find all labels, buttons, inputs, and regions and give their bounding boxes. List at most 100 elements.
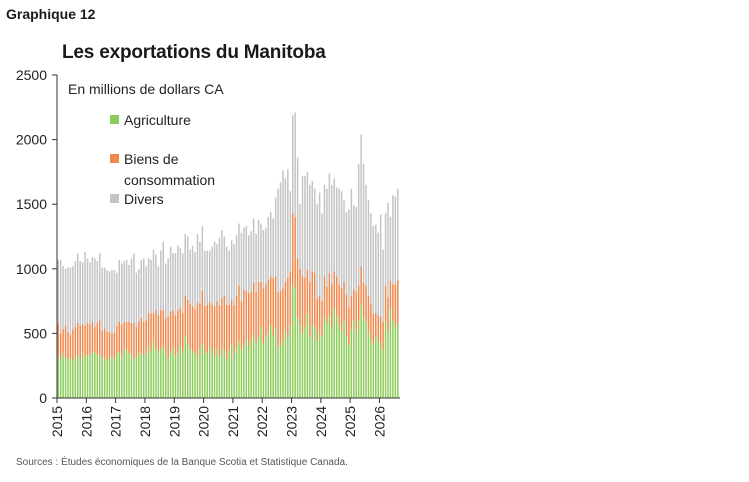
bar-segment-divers [140, 259, 143, 318]
x-tick-label: 2024 [313, 406, 329, 437]
bar-segment-divers [89, 262, 91, 325]
bar-segment-agriculture [235, 347, 238, 398]
bar-segment-agriculture [145, 352, 147, 398]
bar-segment-biens [172, 310, 174, 348]
bar-segment-biens [69, 334, 72, 358]
bar-segment-agriculture [72, 360, 74, 398]
bar-segment-biens [262, 288, 265, 344]
bar-segment-divers [106, 270, 108, 333]
bar-segment-agriculture [296, 317, 299, 398]
bar-segment-biens [67, 332, 69, 360]
bar-segment-agriculture [360, 304, 362, 398]
bar-segment-divers [394, 196, 397, 285]
bar-segment-biens [160, 310, 162, 349]
bar-segment-biens [79, 325, 81, 360]
bar-segment-agriculture [172, 347, 174, 398]
legend: Agriculture Biens de consommation Divers [110, 112, 215, 207]
bar-segment-biens [379, 316, 382, 343]
x-tick-label: 2018 [137, 406, 153, 437]
bar-segment-agriculture [379, 342, 382, 398]
bar-segment-divers [189, 249, 191, 304]
source-note: Sources : Études économiques de la Banqu… [16, 457, 348, 468]
bar-segment-divers [301, 175, 304, 277]
bar-segment-biens [362, 283, 365, 317]
bar-segment-biens [145, 320, 147, 353]
bar-segment-agriculture [206, 351, 208, 398]
bar-segment-agriculture [169, 352, 172, 398]
bar-segment-biens [375, 312, 377, 336]
bar-segment-divers [96, 261, 99, 324]
bar-segment-divers [147, 258, 150, 313]
bar-segment-agriculture [233, 354, 235, 398]
bar-segment-biens [228, 304, 230, 351]
bar-segment-divers [199, 241, 201, 304]
bar-segment-divers [120, 263, 123, 325]
bar-segment-biens [199, 303, 201, 349]
bar-segment-biens [331, 284, 333, 327]
bar-segment-biens [299, 268, 301, 325]
bar-segment-biens [345, 294, 348, 336]
bar-segment-biens [306, 270, 309, 315]
bar-segment-agriculture [240, 350, 243, 398]
bar-segment-biens [86, 323, 89, 356]
bar-segment-divers [69, 267, 72, 335]
bar-segment-divers [250, 231, 252, 293]
bar-segment-divers [186, 236, 189, 300]
bar-segment-agriculture [155, 348, 157, 398]
bar-segment-agriculture [350, 329, 353, 398]
bar-segment-biens [382, 321, 384, 351]
bar-segment-agriculture [123, 348, 125, 398]
bar-segment-biens [313, 272, 316, 327]
bar-segment-agriculture [204, 354, 206, 398]
bar-segment-biens [94, 326, 96, 352]
bar-segment-agriculture [343, 320, 345, 398]
bar-segment-divers [98, 253, 101, 321]
y-tick-label: 1500 [16, 196, 47, 212]
bar-segment-agriculture [216, 348, 218, 398]
bar-segment-biens [194, 308, 196, 353]
bar-segment-divers [113, 270, 116, 333]
bar-segment-agriculture [243, 345, 245, 398]
bar-segment-agriculture [67, 359, 69, 398]
bar-segment-divers [135, 272, 138, 327]
bar-segment-agriculture [218, 356, 221, 398]
bar-segment-biens [367, 295, 370, 331]
bar-segment-biens [250, 292, 252, 340]
bar-segment-agriculture [111, 356, 113, 398]
bar-segment-biens [323, 276, 326, 318]
bar-segment-agriculture [213, 355, 216, 398]
bar-segment-agriculture [74, 356, 77, 398]
bar-segment-agriculture [108, 357, 111, 398]
bar-segment-biens [167, 316, 169, 358]
bar-segment-divers [130, 258, 133, 324]
bar-segment-biens [265, 284, 267, 338]
bar-segment-agriculture [135, 356, 138, 398]
bar-segment-agriculture [62, 352, 64, 398]
bar-segment-divers [150, 259, 152, 315]
bar-segment-divers [323, 184, 326, 277]
bar-segment-divers [262, 230, 265, 289]
bar-segment-agriculture [279, 345, 282, 398]
bar-segment-agriculture [113, 359, 116, 398]
bar-segment-divers [118, 259, 121, 322]
bar-segment-biens [248, 293, 250, 347]
bar-segment-agriculture [157, 351, 160, 398]
bar-segment-biens [365, 285, 367, 322]
bar-segment-divers [389, 217, 392, 281]
bar-segment-biens [282, 288, 284, 340]
bar-segment-divers [184, 233, 186, 296]
bar-segment-divers [67, 267, 69, 333]
bar-segment-agriculture [267, 330, 270, 398]
bar-segment-agriculture [120, 355, 123, 398]
bar-segment-agriculture [226, 359, 228, 398]
bar-segment-divers [169, 246, 172, 312]
bar-segment-divers [138, 268, 140, 322]
bar-segment-divers [145, 266, 147, 321]
bar-segment-agriculture [128, 354, 130, 398]
bar-segment-biens [218, 304, 221, 357]
bar-segment-agriculture [147, 346, 150, 398]
bar-segment-agriculture [362, 316, 365, 398]
legend-label-agriculture: Agriculture [124, 112, 191, 128]
bar-segment-agriculture [294, 288, 296, 398]
bar-segment-biens [311, 271, 314, 326]
